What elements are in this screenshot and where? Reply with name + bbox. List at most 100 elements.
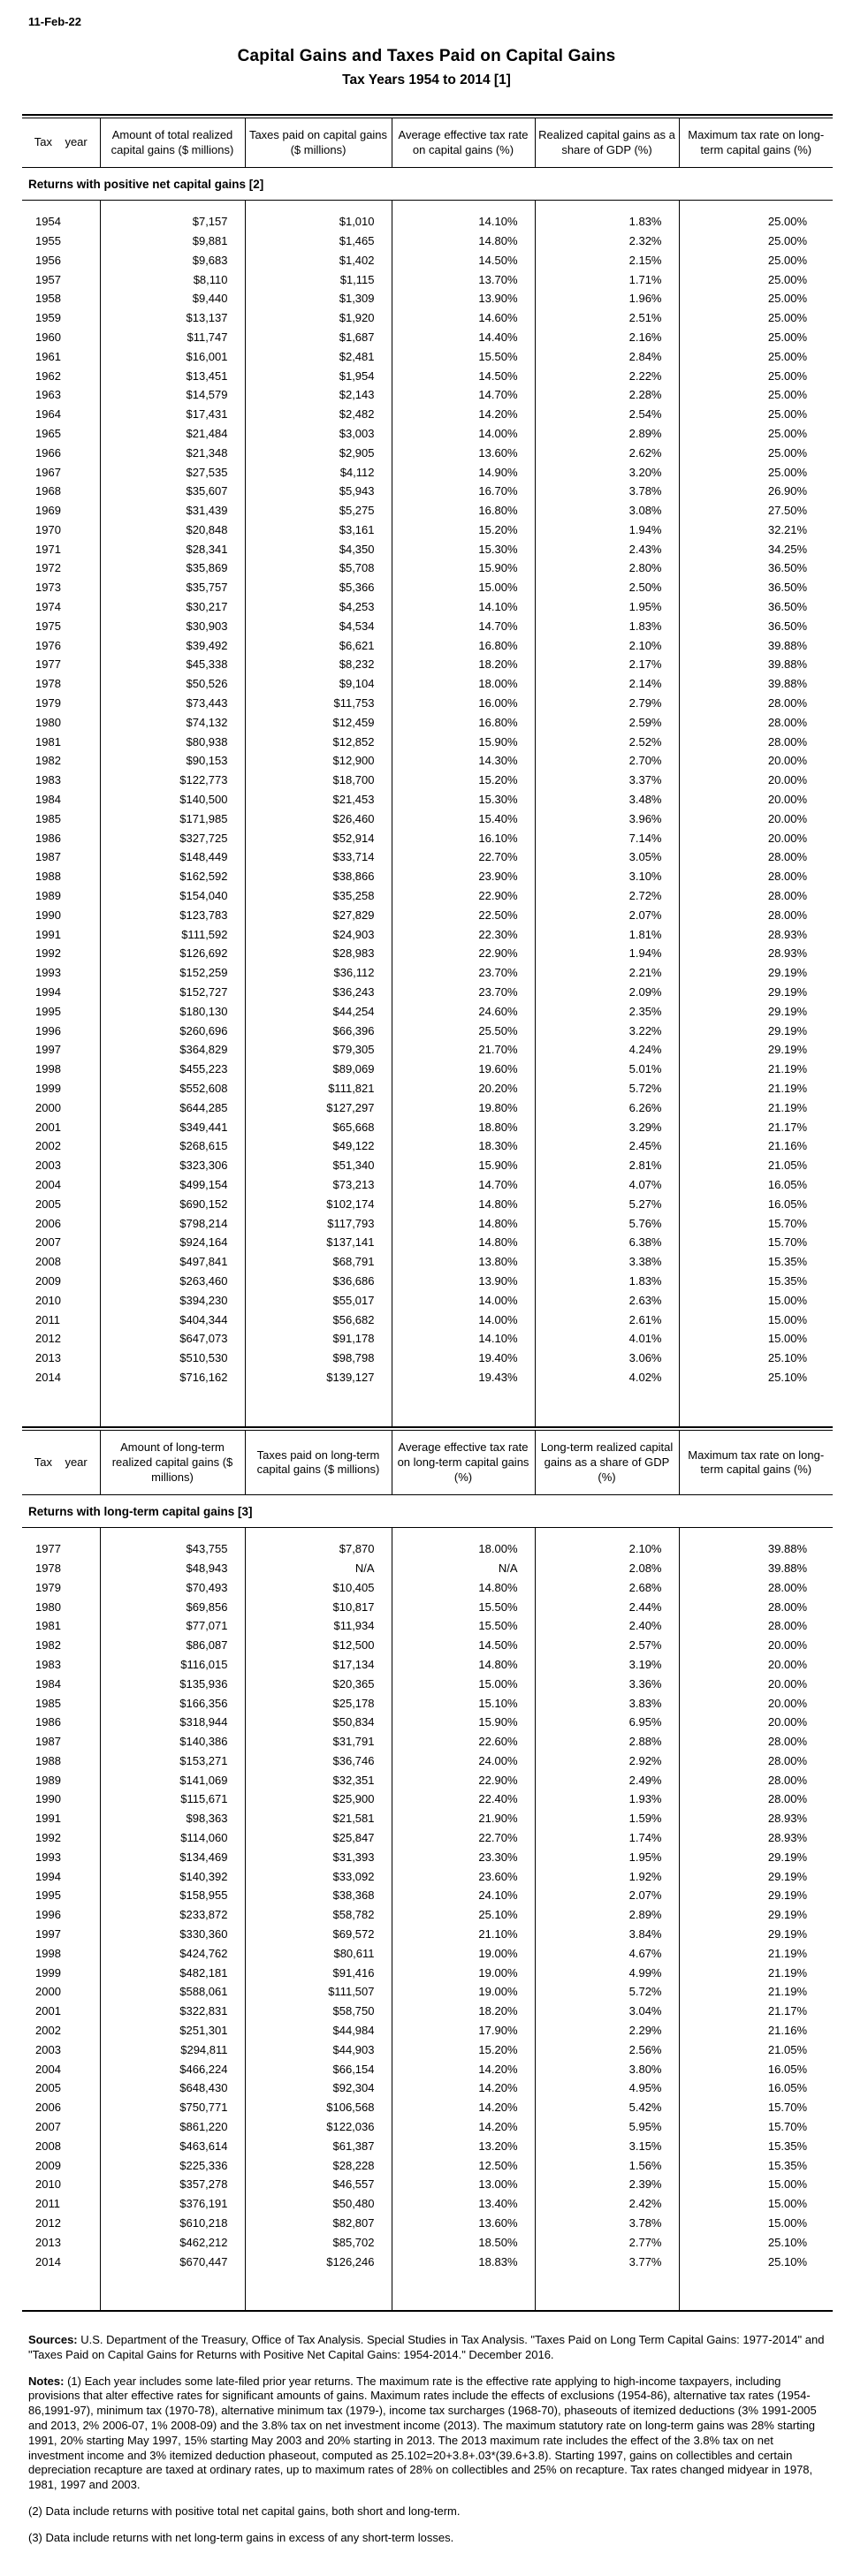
value-cell: 29.19% <box>767 1043 807 1057</box>
value-cell: $21,348 <box>100 443 246 463</box>
value-cell: 14.20% <box>392 2097 536 2117</box>
value-cell: 2.32% <box>535 231 680 251</box>
value-cell: 28.00% <box>767 696 807 710</box>
value-cell: $21,484 <box>100 423 246 444</box>
value-cell: $11,753 <box>245 693 392 713</box>
value-cell: 22.50% <box>392 905 536 925</box>
value-cell: $4,253 <box>245 597 392 617</box>
value-cell: 26.90% <box>767 484 807 498</box>
value-cell: 15.30% <box>392 539 536 559</box>
value-cell: 1.71% <box>535 270 680 289</box>
value-cell: $134,469 <box>100 1847 246 1867</box>
value-cell: 15.90% <box>392 559 536 578</box>
value-cell: 14.20% <box>392 2059 536 2079</box>
table-row: 1986 $318,944 $50,834 15.90% 6.95% 20.00% <box>22 1712 833 1732</box>
column-header: Tax year <box>22 118 101 168</box>
year-cell: 1986 <box>22 828 101 848</box>
value-cell: 15.00% <box>767 1312 807 1326</box>
value-cell: 2.45% <box>535 1136 680 1156</box>
year-cell: 2014 <box>22 2252 101 2272</box>
year-cell: 2002 <box>22 2020 101 2040</box>
year-cell: 1998 <box>22 1943 101 1964</box>
value-cell: $610,218 <box>100 2213 246 2233</box>
value-cell: 3.38% <box>535 1251 680 1272</box>
table-row: 1956 $9,683 $1,402 14.50% 2.15% 25.00% <box>22 250 833 270</box>
value-cell: 2.40% <box>535 1615 680 1636</box>
year-cell: 1999 <box>22 1963 101 1983</box>
spacer-cell <box>392 200 536 212</box>
value-cell: $18,700 <box>245 770 392 790</box>
year-cell: 1994 <box>22 982 101 1002</box>
value-cell: 3.19% <box>535 1654 680 1675</box>
table-row: 1977 $43,755 $7,870 18.00% 2.10% 39.88% <box>22 1539 833 1559</box>
table-row: 2005 $648,430 $92,304 14.20% 4.95% 16.05% <box>22 2078 833 2098</box>
year-cell: 1996 <box>22 1904 101 1925</box>
value-cell: $20,365 <box>245 1674 392 1694</box>
table-row: 1987 $140,386 $31,791 22.60% 2.88% 28.00% <box>22 1731 833 1752</box>
value-cell: 16.05% <box>767 2062 807 2076</box>
value-cell: $11,934 <box>245 1615 392 1636</box>
value-cell: 14.50% <box>392 366 536 385</box>
notes-text: (1) Each year includes some late-filed p… <box>28 2374 817 2492</box>
value-cell: $91,178 <box>245 1328 392 1349</box>
value-cell: 15.70% <box>767 2120 807 2134</box>
value-cell: 39.88% <box>767 1542 807 1556</box>
value-cell: 15.70% <box>767 2101 807 2115</box>
value-cell: 3.08% <box>535 500 680 521</box>
table-row: 1988 $162,592 $38,866 23.90% 3.10% 28.00% <box>22 866 833 886</box>
value-cell: 1.83% <box>535 211 680 232</box>
value-cell: 3.80% <box>535 2059 680 2079</box>
value-cell: $24,903 <box>245 924 392 945</box>
long-term-gains-header-table: Tax year Amount of long-term realized cap… <box>22 1431 833 1496</box>
value-cell: $80,938 <box>100 732 246 752</box>
value-cell: 23.70% <box>392 982 536 1002</box>
value-cell: 15.00% <box>767 2197 807 2211</box>
column-header: Realized capital gains as a share of GDP… <box>535 118 680 168</box>
year-cell: 1982 <box>22 751 101 771</box>
value-cell: $4,534 <box>245 616 392 636</box>
table-row: 1968 $35,607 $5,943 16.70% 3.78% 26.90% <box>22 481 833 501</box>
value-cell: 36.50% <box>767 600 807 614</box>
table-row: 1985 $166,356 $25,178 15.10% 3.83% 20.00% <box>22 1693 833 1713</box>
value-cell: $12,852 <box>245 732 392 752</box>
spacer-cell <box>535 1387 680 1427</box>
column-header: Maximum tax rate on long-term capital ga… <box>688 1448 825 1477</box>
value-cell: $111,507 <box>245 1982 392 2002</box>
value-cell: 22.60% <box>392 1731 536 1752</box>
positive-gains-header-table: Tax year Amount of total realized capital… <box>22 118 833 169</box>
value-cell: 21.10% <box>392 1924 536 1944</box>
value-cell: 6.95% <box>535 1712 680 1732</box>
column-header: Amount of long-term realized capital gai… <box>100 1431 246 1495</box>
value-cell: $2,143 <box>245 384 392 405</box>
value-cell: 25.50% <box>392 1021 536 1041</box>
value-cell: 25.00% <box>767 311 807 325</box>
value-cell: 2.29% <box>535 2020 680 2040</box>
value-cell: 25.00% <box>767 445 807 460</box>
value-cell: 15.20% <box>392 520 536 540</box>
value-cell: $12,900 <box>245 751 392 771</box>
value-cell: $77,071 <box>100 1615 246 1636</box>
value-cell: 25.00% <box>767 215 807 229</box>
value-cell: 28.00% <box>767 1792 807 1806</box>
value-cell: $31,439 <box>100 500 246 521</box>
value-cell: 1.83% <box>535 616 680 636</box>
value-cell: 1.94% <box>535 944 680 963</box>
value-cell: 34.25% <box>767 542 807 556</box>
value-cell: $36,746 <box>245 1751 392 1771</box>
value-cell: $17,134 <box>245 1654 392 1675</box>
year-cell: 1972 <box>22 559 101 578</box>
value-cell: N/A <box>392 1558 536 1578</box>
value-cell: $28,983 <box>245 944 392 963</box>
year-cell: 2004 <box>22 1174 101 1195</box>
year-cell: 1978 <box>22 673 101 694</box>
value-cell: $9,881 <box>100 231 246 251</box>
spacer-cell <box>245 2271 392 2312</box>
value-cell: 1.81% <box>535 924 680 945</box>
value-cell: $4,350 <box>245 539 392 559</box>
spacer-cell <box>100 1387 246 1427</box>
value-cell: 22.30% <box>392 924 536 945</box>
value-cell: $140,500 <box>100 789 246 809</box>
year-cell: 1974 <box>22 597 101 617</box>
value-cell: $30,217 <box>100 597 246 617</box>
value-cell: $318,944 <box>100 1712 246 1732</box>
